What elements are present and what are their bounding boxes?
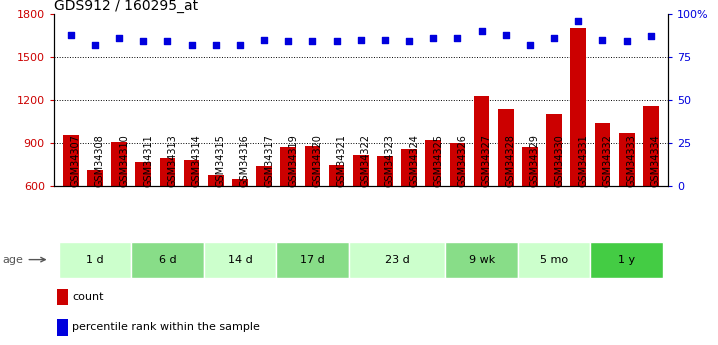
- Text: GSM34325: GSM34325: [433, 134, 443, 187]
- Bar: [474, 96, 490, 273]
- Bar: [159, 158, 175, 273]
- Bar: [57, 289, 68, 305]
- Bar: [232, 179, 248, 273]
- Text: GSM34311: GSM34311: [144, 135, 153, 187]
- Text: 17 d: 17 d: [300, 255, 325, 265]
- Text: GSM34326: GSM34326: [457, 135, 467, 187]
- Point: [621, 39, 633, 44]
- Bar: [87, 170, 103, 273]
- Text: 5 mo: 5 mo: [540, 255, 568, 265]
- Bar: [546, 115, 562, 273]
- Point: [113, 35, 125, 41]
- Bar: [353, 155, 368, 273]
- Text: GSM34314: GSM34314: [192, 135, 202, 187]
- Point: [645, 33, 656, 39]
- Text: GSM34316: GSM34316: [240, 135, 250, 187]
- Text: GSM34327: GSM34327: [482, 134, 492, 187]
- Point: [283, 39, 294, 44]
- Bar: [131, 241, 204, 278]
- Text: GSM34320: GSM34320: [312, 135, 322, 187]
- Text: GSM34333: GSM34333: [627, 135, 637, 187]
- Point: [258, 37, 270, 42]
- Text: GSM34330: GSM34330: [554, 135, 564, 187]
- Point: [162, 39, 173, 44]
- Point: [89, 42, 101, 48]
- Bar: [63, 135, 79, 273]
- Text: GSM34331: GSM34331: [578, 135, 588, 187]
- Text: count: count: [73, 292, 104, 302]
- Bar: [445, 241, 518, 278]
- Text: GSM34322: GSM34322: [360, 134, 370, 187]
- Point: [331, 39, 342, 44]
- Text: GSM34319: GSM34319: [289, 135, 298, 187]
- Text: 9 wk: 9 wk: [469, 255, 495, 265]
- Bar: [256, 166, 272, 273]
- Text: GSM34317: GSM34317: [264, 135, 274, 187]
- Bar: [426, 140, 441, 273]
- Point: [234, 42, 246, 48]
- Bar: [401, 149, 417, 273]
- Text: GSM34332: GSM34332: [602, 135, 612, 187]
- Point: [355, 37, 366, 42]
- Bar: [643, 106, 658, 273]
- Bar: [204, 241, 276, 278]
- Bar: [276, 241, 349, 278]
- Text: GSM34321: GSM34321: [337, 135, 347, 187]
- Bar: [136, 162, 151, 273]
- Bar: [184, 160, 200, 273]
- Point: [65, 32, 77, 37]
- Point: [524, 42, 536, 48]
- Bar: [329, 165, 345, 273]
- Point: [572, 18, 584, 23]
- Point: [597, 37, 608, 42]
- Point: [404, 39, 415, 44]
- Bar: [208, 175, 223, 273]
- Point: [186, 42, 197, 48]
- Text: 1 d: 1 d: [86, 255, 103, 265]
- Point: [452, 35, 463, 41]
- Point: [210, 42, 222, 48]
- Text: GSM34334: GSM34334: [651, 135, 661, 187]
- Text: 1 y: 1 y: [618, 255, 635, 265]
- Text: percentile rank within the sample: percentile rank within the sample: [73, 323, 260, 333]
- Point: [427, 35, 439, 41]
- Bar: [590, 241, 663, 278]
- Bar: [498, 109, 513, 273]
- Point: [138, 39, 149, 44]
- Bar: [304, 146, 320, 273]
- Text: GSM34315: GSM34315: [216, 135, 225, 187]
- Text: GDS912 / 160295_at: GDS912 / 160295_at: [54, 0, 198, 13]
- Bar: [59, 241, 131, 278]
- Bar: [57, 319, 68, 336]
- Bar: [571, 28, 586, 273]
- Point: [379, 37, 391, 42]
- Text: 6 d: 6 d: [159, 255, 176, 265]
- Text: age: age: [3, 255, 45, 265]
- Bar: [449, 143, 465, 273]
- Bar: [518, 241, 590, 278]
- Point: [549, 35, 560, 41]
- Text: GSM34313: GSM34313: [167, 135, 177, 187]
- Point: [500, 32, 511, 37]
- Point: [476, 28, 488, 34]
- Text: 14 d: 14 d: [228, 255, 252, 265]
- Bar: [595, 123, 610, 273]
- Point: [307, 39, 318, 44]
- Text: 23 d: 23 d: [385, 255, 409, 265]
- Bar: [619, 133, 635, 273]
- Bar: [522, 148, 538, 273]
- Text: GSM34328: GSM34328: [505, 135, 516, 187]
- Text: GSM34307: GSM34307: [71, 135, 80, 187]
- Text: GSM34308: GSM34308: [95, 135, 105, 187]
- Bar: [111, 142, 127, 273]
- Bar: [377, 156, 393, 273]
- Text: GSM34310: GSM34310: [119, 135, 129, 187]
- Text: GSM34329: GSM34329: [530, 135, 540, 187]
- Text: GSM34323: GSM34323: [385, 135, 395, 187]
- Bar: [281, 148, 296, 273]
- Bar: [349, 241, 445, 278]
- Text: GSM34324: GSM34324: [409, 135, 419, 187]
